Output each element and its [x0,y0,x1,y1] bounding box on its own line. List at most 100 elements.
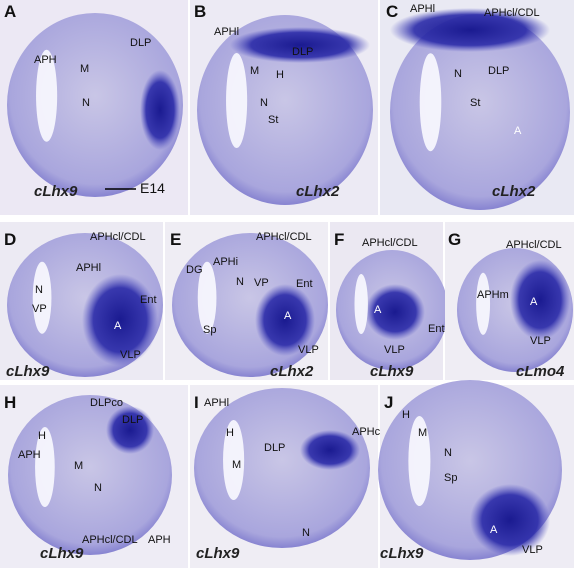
region-label: Sp [444,472,457,484]
expression-domain [106,406,154,454]
panel-letter: I [194,393,199,412]
region-label: APHcl/CDL [256,231,312,243]
region-label: N [82,97,90,109]
region-label: APHcl/CDL [362,237,418,249]
gene-name: cLhx9 [6,363,50,380]
gene-name: cLhx9 [370,363,414,380]
region-label: H [402,409,410,421]
region-label: APH [148,534,171,546]
region-label: VLP [120,349,141,361]
panel-letter: C [386,2,398,21]
region-label: DLP [488,65,509,77]
gene-name: cLhx9 [380,545,424,562]
expression-domain [230,27,370,63]
region-label: APH [18,449,41,461]
region-label: VLP [384,344,405,356]
panel-letter: E [170,230,181,249]
ventricle [354,274,368,334]
ventricle [32,261,52,334]
region-label: APHm [477,289,509,301]
region-label: DLPco [90,397,123,409]
expression-domain [140,70,180,150]
expression-domain [390,8,550,52]
region-label: VP [32,303,47,315]
region-label: N [260,97,268,109]
region-label: APHi [213,256,238,268]
region-label: APHcl/CDL [484,7,540,19]
expression-domain [470,484,550,556]
region-label: APHcl/CDL [506,239,562,251]
region-label: DLP [122,414,143,426]
expression-domain [365,284,425,340]
region-label: VLP [522,544,543,556]
panel-letter: B [194,2,206,21]
region-label: DG [186,264,203,276]
ventricle [476,272,491,335]
region-label: N [302,527,310,539]
region-label: VP [254,277,269,289]
region-label: M [74,460,83,472]
panel-letter: J [384,393,393,412]
region-label: APHl [204,397,229,409]
region-label: A [514,125,522,137]
expression-domain [82,274,158,366]
region-label: APHcl/CDL [90,231,146,243]
region-label: APHl [214,26,239,38]
region-label: A [490,524,498,536]
region-label: A [284,310,292,322]
region-label: A [530,296,538,308]
region-label: VLP [530,335,551,347]
region-label: St [470,97,480,109]
region-label: M [418,427,427,439]
region-label: H [38,430,46,442]
gene-name: cLhx2 [270,363,314,380]
ventricle [197,261,217,334]
expression-domain [255,284,315,356]
panel-letter: G [448,230,461,249]
region-label: Ent [428,323,445,335]
gene-name: cLhx9 [196,545,240,562]
ventricle [35,427,55,507]
region-label: DLP [292,46,313,58]
ventricle [36,49,58,142]
region-label: N [35,284,43,296]
region-label: DLP [264,442,285,454]
region-label: A [374,304,382,316]
region-label: M [250,65,259,77]
tissue-section [194,388,370,548]
expression-domain [510,260,570,340]
region-label: N [94,482,102,494]
gene-name: cLhx2 [296,183,340,200]
gene-name: cLhx2 [492,183,536,200]
region-label: VLP [298,344,319,356]
scale-label: E14 [140,180,165,196]
region-label: APHl [76,262,101,274]
ventricle [226,53,248,148]
region-label: H [276,69,284,81]
gene-name: cLmo4 [516,363,565,380]
region-label: M [80,63,89,75]
region-label: APH [34,54,57,66]
panel-letter: D [4,230,16,249]
ventricle [408,416,431,506]
region-label: Ent [140,294,157,306]
region-label: N [236,276,244,288]
gene-name: cLhx9 [34,183,78,200]
region-label: St [268,114,278,126]
panel-letter: F [334,230,344,249]
region-label: M [232,459,241,471]
region-label: APHcl/CDL [82,534,138,546]
panel-letter: H [4,393,16,412]
region-label: Sp [203,324,216,336]
region-label: N [444,447,452,459]
